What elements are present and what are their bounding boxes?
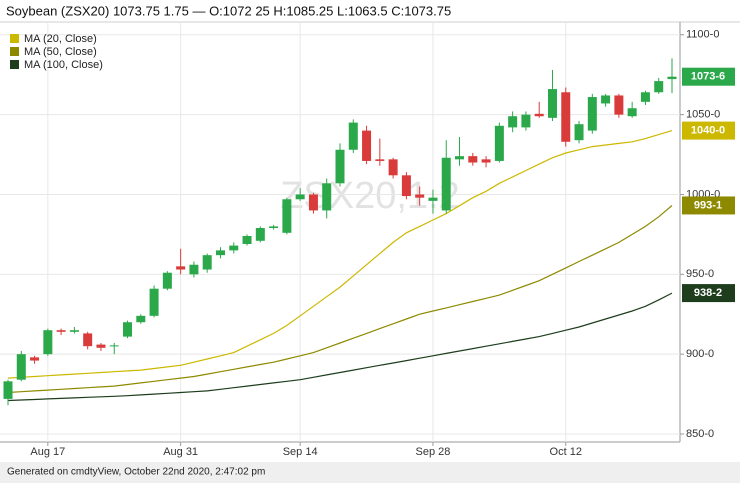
candle-body bbox=[308, 194, 318, 211]
footer-bar bbox=[0, 462, 740, 483]
candle-body bbox=[348, 122, 358, 150]
candle-body bbox=[16, 354, 26, 380]
candle-body bbox=[561, 92, 571, 142]
chart-title: Soybean (ZSX20) 1073.75 1.75 — O:1072 25… bbox=[6, 3, 451, 18]
candle-body bbox=[534, 113, 544, 117]
y-tick-label: 1050-0 bbox=[686, 109, 720, 121]
candle-body bbox=[494, 125, 504, 161]
candle-body bbox=[601, 95, 611, 104]
ma-last-label-bg bbox=[682, 121, 735, 140]
candle-body bbox=[574, 124, 584, 141]
x-tick-label: Aug 17 bbox=[30, 446, 65, 458]
candle-body bbox=[627, 108, 637, 117]
candle-body bbox=[43, 330, 53, 355]
y-tick-label: 950-0 bbox=[686, 268, 714, 280]
candle-body bbox=[96, 344, 106, 348]
legend-label: MA (20, Close) bbox=[24, 33, 97, 45]
candle-body bbox=[215, 250, 225, 256]
candle-body bbox=[335, 149, 345, 184]
ma-line bbox=[7, 292, 673, 402]
candle-body bbox=[322, 183, 332, 211]
legend-label: MA (100, Close) bbox=[24, 59, 103, 71]
ma-last-label: 938-2 bbox=[694, 287, 722, 299]
price-last-label-bg bbox=[682, 67, 735, 86]
ma-line bbox=[7, 130, 673, 379]
x-tick-label: Sep 28 bbox=[416, 446, 451, 458]
candle-body bbox=[428, 197, 438, 201]
candle-body bbox=[375, 159, 385, 161]
ma-last-label: 1040-0 bbox=[691, 124, 725, 136]
candle-body bbox=[189, 264, 199, 275]
ma-last-label-bg bbox=[682, 196, 735, 215]
candle-body bbox=[388, 159, 398, 176]
candle-body bbox=[282, 199, 292, 233]
ma-line bbox=[7, 205, 673, 394]
candle-body bbox=[654, 81, 664, 93]
y-tick-label: 900-0 bbox=[686, 348, 714, 360]
candle-body bbox=[401, 175, 411, 197]
candle-body bbox=[269, 226, 279, 229]
candle-body bbox=[162, 272, 172, 289]
candle-body bbox=[614, 95, 624, 115]
ma-last-label-bg bbox=[682, 284, 735, 303]
candle-body bbox=[667, 76, 677, 80]
candle-body bbox=[136, 315, 146, 323]
candle-body bbox=[255, 228, 265, 241]
legend-swatch bbox=[10, 34, 19, 43]
x-tick-label: Sep 14 bbox=[283, 446, 318, 458]
candle-body bbox=[242, 235, 252, 244]
candle-body bbox=[295, 194, 305, 200]
plot-area bbox=[0, 22, 684, 446]
candle-body bbox=[123, 322, 133, 337]
y-tick-label: 850-0 bbox=[686, 428, 714, 440]
candle-body bbox=[455, 156, 465, 160]
candle-body bbox=[56, 330, 66, 332]
legend-label: MA (50, Close) bbox=[24, 46, 97, 58]
candle-body bbox=[468, 156, 478, 163]
price-last-label: 1073-6 bbox=[691, 71, 725, 83]
candle-body bbox=[521, 114, 531, 128]
x-tick-label: Aug 31 bbox=[163, 446, 198, 458]
candle-body bbox=[415, 194, 425, 198]
candle-body bbox=[441, 157, 451, 211]
candle-body bbox=[362, 130, 372, 161]
candle-body bbox=[640, 92, 650, 102]
candle-body bbox=[547, 89, 557, 118]
candle-body bbox=[176, 266, 186, 270]
ma-last-label: 993-1 bbox=[694, 199, 722, 211]
candle-body bbox=[109, 345, 119, 347]
legend-swatch bbox=[10, 60, 19, 69]
candle-body bbox=[202, 255, 212, 270]
x-tick-label: Oct 12 bbox=[550, 446, 582, 458]
candle-body bbox=[83, 333, 93, 347]
candle-body bbox=[3, 381, 13, 399]
candle-body bbox=[229, 245, 239, 251]
candle-body bbox=[587, 97, 597, 131]
candle-body bbox=[481, 159, 491, 163]
candle-body bbox=[69, 330, 79, 332]
legend-swatch bbox=[10, 47, 19, 56]
candle-body bbox=[508, 116, 518, 128]
footer-text: Generated on cmdtyView, October 22nd 202… bbox=[7, 467, 265, 478]
y-tick-label: 1100-0 bbox=[686, 29, 719, 41]
candle-body bbox=[30, 357, 40, 361]
candle-body bbox=[149, 288, 159, 316]
